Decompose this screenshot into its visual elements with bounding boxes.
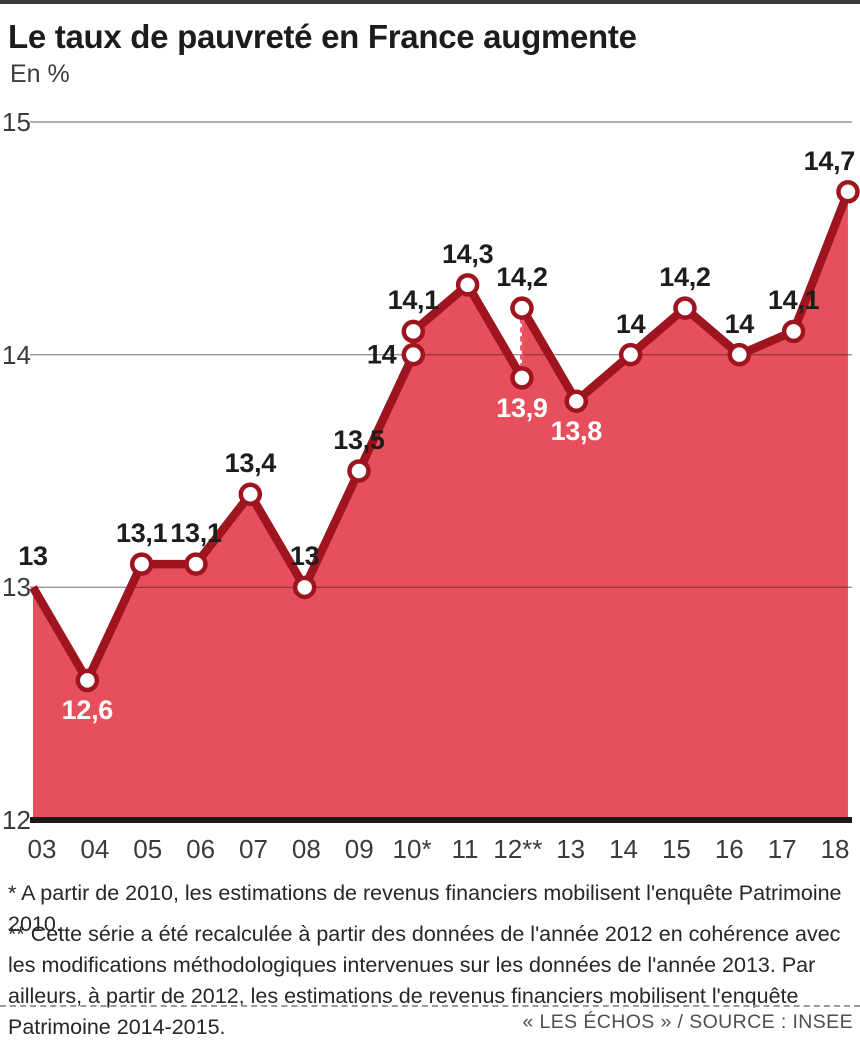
- data-label-10s-14: 14: [366, 339, 397, 370]
- x-tick-label-04: 04: [80, 834, 110, 864]
- area-fill: [33, 191, 848, 823]
- x-tick-label-03: 03: [27, 834, 57, 864]
- trend-line-segment-1: [29, 352, 418, 685]
- data-label-09-13_5: 13,5: [333, 424, 385, 455]
- data-point-marker-12ss: [510, 366, 534, 390]
- data-point-marker-10s: [401, 319, 426, 344]
- data-label-12ss-13_9: 13,9: [496, 392, 548, 423]
- data-point-marker-18: [836, 180, 860, 204]
- data-label-08-13: 13: [289, 541, 320, 572]
- data-label-18-14_7: 14,7: [803, 145, 856, 176]
- data-label-12ss-14_2: 14,2: [496, 262, 548, 293]
- source-divider-dashed: [0, 1005, 860, 1007]
- x-tick-label-17: 17: [767, 834, 797, 864]
- x-tick-label-09: 09: [344, 834, 374, 864]
- data-label-06-13_1: 13,1: [170, 518, 222, 549]
- x-tick-label-11: 11: [451, 834, 479, 864]
- x-tick-label-15: 15: [661, 834, 691, 864]
- data-label-04-12_6: 12,6: [61, 695, 114, 726]
- y-tick-label-15: 15: [2, 106, 31, 137]
- data-point-marker-10s: [401, 342, 426, 367]
- y-tick-label-12: 12: [2, 805, 31, 835]
- source-credit: « LES ÉCHOS » / SOURCE : INSEE: [522, 1011, 853, 1033]
- data-point-marker-17: [781, 319, 806, 344]
- x-tick-label-16: 16: [714, 834, 744, 864]
- y-tick-label-13: 13: [2, 572, 31, 603]
- data-point-marker-11: [455, 273, 480, 297]
- data-point-marker-14: [618, 342, 643, 367]
- data-label-15-14_2: 14,2: [659, 262, 711, 293]
- data-point-marker-12ss: [510, 296, 534, 320]
- chart-unit-label: En %: [10, 60, 70, 88]
- data-label-14-14: 14: [615, 308, 646, 339]
- data-point-marker-16: [727, 342, 752, 367]
- footnote-patrimoine-2010: * A partir de 2010, les estimations de r…: [8, 881, 842, 936]
- data-label-05-13_1: 13,1: [115, 518, 168, 549]
- x-tick-label-18: 18: [820, 834, 850, 864]
- data-point-marker-07: [238, 482, 263, 507]
- data-label-13-13_8: 13,8: [550, 416, 603, 447]
- x-tick-label-07: 07: [239, 834, 268, 864]
- top-border-bar: [0, 0, 860, 4]
- x-tick-label-05: 05: [133, 834, 163, 864]
- data-label-03-13: 13: [18, 541, 48, 572]
- data-point-marker-09: [347, 459, 371, 483]
- data-label-10s-14_1: 14,1: [387, 285, 440, 316]
- data-label-11-14_3: 14,3: [441, 238, 494, 269]
- y-tick-label-14: 14: [2, 339, 31, 370]
- data-point-marker-05: [129, 552, 154, 576]
- data-label-17-14_1: 14,1: [767, 285, 820, 316]
- data-point-marker-04: [75, 668, 100, 693]
- data-label-16-14: 14: [724, 308, 755, 339]
- x-tick-label-13: 13: [556, 834, 586, 864]
- data-point-marker-08: [292, 575, 317, 600]
- x-tick-label-12ss: 12**: [493, 834, 543, 864]
- data-label-07-13_4: 13,4: [224, 448, 277, 479]
- footnote-recalcul-2012: ** Cette série a été recalculée à partir…: [8, 922, 841, 1039]
- x-tick-label-06: 06: [186, 834, 216, 864]
- data-point-marker-13: [564, 389, 589, 413]
- chart-title: Le taux de pauvreté en France augmente: [8, 18, 637, 55]
- x-tick-label-14: 14: [609, 834, 639, 864]
- data-point-marker-15: [673, 296, 697, 320]
- data-point-marker-06: [184, 552, 208, 576]
- x-tick-label-08: 08: [291, 834, 321, 864]
- x-tick-label-10s: 10*: [392, 834, 432, 864]
